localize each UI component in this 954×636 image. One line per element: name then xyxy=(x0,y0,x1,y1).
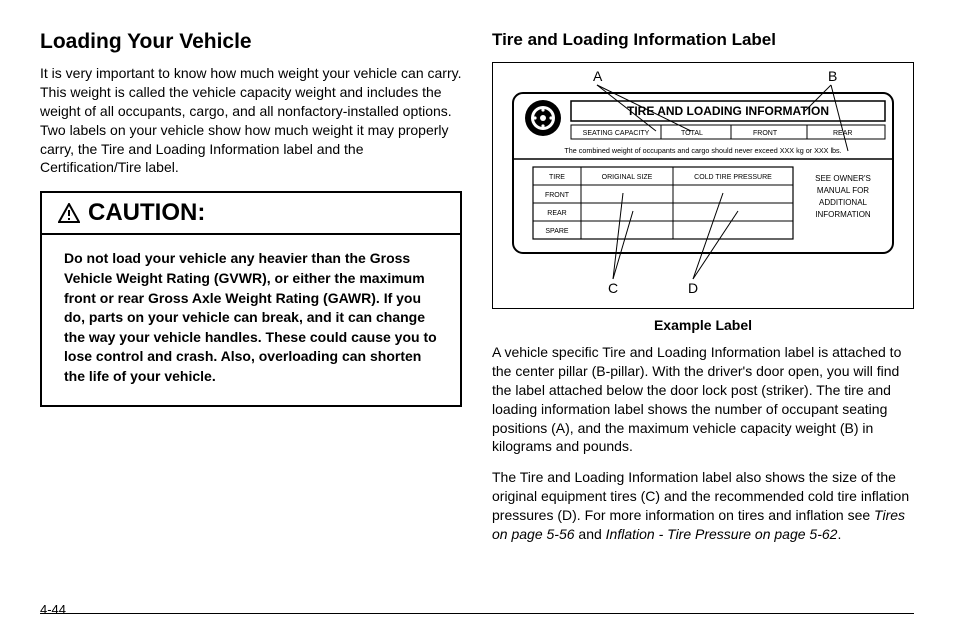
svg-text:The combined weight of occupan: The combined weight of occupants and car… xyxy=(564,146,841,155)
footer-rule xyxy=(40,613,914,614)
svg-text:SEATING CAPACITY: SEATING CAPACITY xyxy=(583,130,650,137)
tire-table: TIRE ORIGINAL SIZE COLD TIRE PRESSURE FR… xyxy=(533,167,793,239)
intro-paragraph: It is very important to know how much we… xyxy=(40,64,462,177)
svg-text:MANUAL FOR: MANUAL FOR xyxy=(817,186,869,195)
svg-text:TOTAL: TOTAL xyxy=(681,130,703,137)
subsection-heading: Tire and Loading Information Label xyxy=(492,30,914,50)
callout-a: A xyxy=(593,68,603,84)
warning-triangle-icon xyxy=(58,203,80,223)
svg-text:SEE OWNER'S: SEE OWNER'S xyxy=(815,174,871,183)
section-heading: Loading Your Vehicle xyxy=(40,30,462,54)
caution-header: CAUTION: xyxy=(42,193,460,235)
figure-caption: Example Label xyxy=(492,317,914,333)
callout-c: C xyxy=(608,280,618,296)
tire-icon xyxy=(525,100,561,136)
page-number: 4-44 xyxy=(40,602,66,617)
cross-ref-inflation: Inflation - Tire Pressure on page 5-62 xyxy=(606,526,838,542)
callout-b: B xyxy=(828,68,837,84)
caution-title: CAUTION: xyxy=(88,199,205,227)
svg-text:ORIGINAL SIZE: ORIGINAL SIZE xyxy=(602,174,653,181)
svg-text:ADDITIONAL: ADDITIONAL xyxy=(819,198,868,207)
svg-text:COLD TIRE PRESSURE: COLD TIRE PRESSURE xyxy=(694,174,772,181)
svg-text:REAR: REAR xyxy=(547,210,566,217)
left-column: Loading Your Vehicle It is very importan… xyxy=(40,30,462,556)
right-column: Tire and Loading Information Label A B xyxy=(492,30,914,556)
svg-text:INFORMATION: INFORMATION xyxy=(815,210,871,219)
caution-box: CAUTION: Do not load your vehicle any he… xyxy=(40,191,462,406)
tire-label-figure: A B xyxy=(492,62,914,309)
svg-text:REAR: REAR xyxy=(833,130,852,137)
svg-text:SPARE: SPARE xyxy=(545,228,569,235)
page-footer: 4-44 xyxy=(40,594,914,614)
label-description-2: The Tire and Loading Information label a… xyxy=(492,468,914,544)
svg-text:FRONT: FRONT xyxy=(753,130,778,137)
caution-body-text: Do not load your vehicle any heavier tha… xyxy=(42,235,460,404)
svg-text:FRONT: FRONT xyxy=(545,192,570,199)
svg-text:TIRE: TIRE xyxy=(549,174,565,181)
callout-d: D xyxy=(688,280,698,296)
svg-text:TIRE AND LOADING INFORMATION: TIRE AND LOADING INFORMATION xyxy=(627,104,829,118)
label-description-1: A vehicle specific Tire and Loading Info… xyxy=(492,343,914,456)
tire-label-svg: A B xyxy=(493,63,913,303)
